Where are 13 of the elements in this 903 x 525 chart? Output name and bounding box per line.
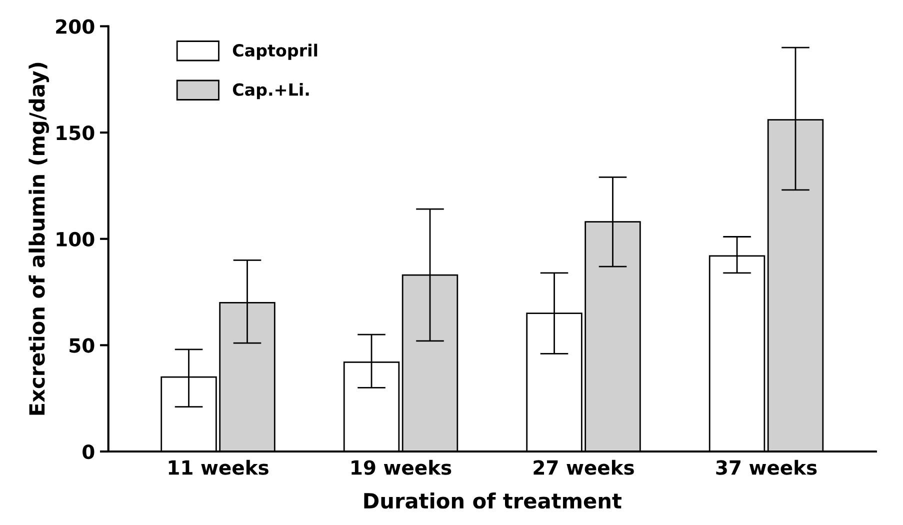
y-tick-label: 0 bbox=[82, 444, 94, 460]
legend-label: Captopril bbox=[232, 44, 318, 60]
y-axis-title: Excretion of albumin (mg/day) bbox=[28, 62, 50, 415]
x-axis-title: Duration of treatment bbox=[364, 492, 622, 509]
x-tick-label: 27 weeks bbox=[534, 460, 634, 475]
y-tick-label: 150 bbox=[56, 126, 94, 140]
y-tick-label: 200 bbox=[56, 19, 94, 34]
x-tick-label: 11 weeks bbox=[168, 460, 268, 475]
x-tick-label: 19 weeks bbox=[352, 460, 452, 475]
x-tick-label: 37 weeks bbox=[716, 460, 817, 475]
y-tick-label: 50 bbox=[70, 338, 94, 353]
legend-label: Cap.+Li. bbox=[232, 83, 309, 100]
y-tick-label: 100 bbox=[56, 232, 94, 247]
